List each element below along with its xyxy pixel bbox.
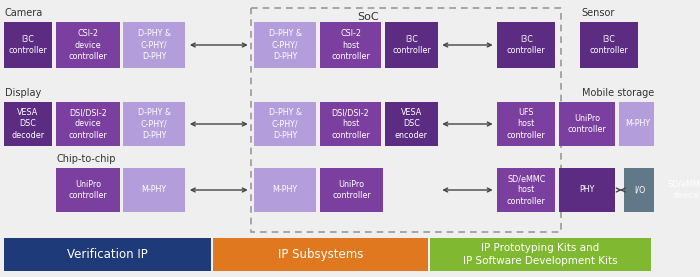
Text: PHY: PHY xyxy=(580,186,595,194)
FancyBboxPatch shape xyxy=(385,22,438,68)
FancyBboxPatch shape xyxy=(254,22,316,68)
Text: M-PHY: M-PHY xyxy=(272,186,298,194)
Text: Chip-to-chip: Chip-to-chip xyxy=(56,154,116,164)
Text: IP Subsystems: IP Subsystems xyxy=(278,248,363,261)
FancyBboxPatch shape xyxy=(320,22,382,68)
Text: I/O: I/O xyxy=(634,186,645,194)
Text: Display: Display xyxy=(5,88,41,98)
FancyBboxPatch shape xyxy=(498,102,555,146)
Text: UniPro
controller: UniPro controller xyxy=(69,180,107,200)
Text: CSI-2
device
controller: CSI-2 device controller xyxy=(69,29,107,61)
FancyBboxPatch shape xyxy=(123,168,185,212)
Text: SD/eMMC
device: SD/eMMC device xyxy=(667,180,700,200)
FancyBboxPatch shape xyxy=(4,102,52,146)
Text: DSI/DSI-2
device
controller: DSI/DSI-2 device controller xyxy=(69,108,107,140)
FancyBboxPatch shape xyxy=(4,238,211,271)
Text: D-PHY &
C-PHY/
D-PHY: D-PHY & C-PHY/ D-PHY xyxy=(269,108,302,140)
FancyBboxPatch shape xyxy=(4,22,52,68)
Text: M-PHY: M-PHY xyxy=(141,186,167,194)
Text: D-PHY &
C-PHY/
D-PHY: D-PHY & C-PHY/ D-PHY xyxy=(138,29,171,61)
Text: UFS
host
controller: UFS host controller xyxy=(507,108,546,140)
Text: Mobile storage: Mobile storage xyxy=(582,88,654,98)
FancyBboxPatch shape xyxy=(559,102,615,146)
FancyBboxPatch shape xyxy=(56,102,120,146)
Text: D-PHY &
C-PHY/
D-PHY: D-PHY & C-PHY/ D-PHY xyxy=(269,29,302,61)
Text: I3C
controller: I3C controller xyxy=(8,35,48,55)
Text: SD/eMMC
host
controller: SD/eMMC host controller xyxy=(507,175,546,206)
Text: I3C
controller: I3C controller xyxy=(507,35,546,55)
Text: I3C
controller: I3C controller xyxy=(392,35,430,55)
FancyBboxPatch shape xyxy=(624,168,655,212)
Text: Camera: Camera xyxy=(5,8,43,18)
Text: SoC: SoC xyxy=(358,12,379,22)
FancyBboxPatch shape xyxy=(580,22,638,68)
Text: UniPro
controller: UniPro controller xyxy=(568,114,606,134)
Text: M-PHY: M-PHY xyxy=(625,119,650,129)
Text: UniPro
controller: UniPro controller xyxy=(332,180,371,200)
FancyBboxPatch shape xyxy=(123,102,185,146)
Text: Verification IP: Verification IP xyxy=(67,248,148,261)
FancyBboxPatch shape xyxy=(320,168,384,212)
FancyBboxPatch shape xyxy=(254,102,316,146)
Text: I3C
controller: I3C controller xyxy=(589,35,628,55)
FancyBboxPatch shape xyxy=(56,168,120,212)
FancyBboxPatch shape xyxy=(56,22,120,68)
FancyBboxPatch shape xyxy=(254,168,316,212)
FancyBboxPatch shape xyxy=(320,102,382,146)
FancyBboxPatch shape xyxy=(498,22,555,68)
Text: VESA
DSC
encoder: VESA DSC encoder xyxy=(395,108,428,140)
FancyBboxPatch shape xyxy=(214,238,428,271)
FancyBboxPatch shape xyxy=(385,102,438,146)
FancyBboxPatch shape xyxy=(430,238,651,271)
Text: Sensor: Sensor xyxy=(582,8,615,18)
Text: VESA
DSC
decoder: VESA DSC decoder xyxy=(11,108,45,140)
Text: DSI/DSI-2
host
controller: DSI/DSI-2 host controller xyxy=(331,108,370,140)
Text: D-PHY &
C-PHY/
D-PHY: D-PHY & C-PHY/ D-PHY xyxy=(138,108,171,140)
Bar xyxy=(251,8,561,232)
FancyBboxPatch shape xyxy=(559,168,615,212)
FancyBboxPatch shape xyxy=(123,22,185,68)
Text: IP Prototyping Kits and
IP Software Development Kits: IP Prototyping Kits and IP Software Deve… xyxy=(463,243,617,266)
FancyBboxPatch shape xyxy=(659,168,700,212)
FancyBboxPatch shape xyxy=(619,102,657,146)
FancyBboxPatch shape xyxy=(498,168,555,212)
Text: CSI-2
host
controller: CSI-2 host controller xyxy=(331,29,370,61)
